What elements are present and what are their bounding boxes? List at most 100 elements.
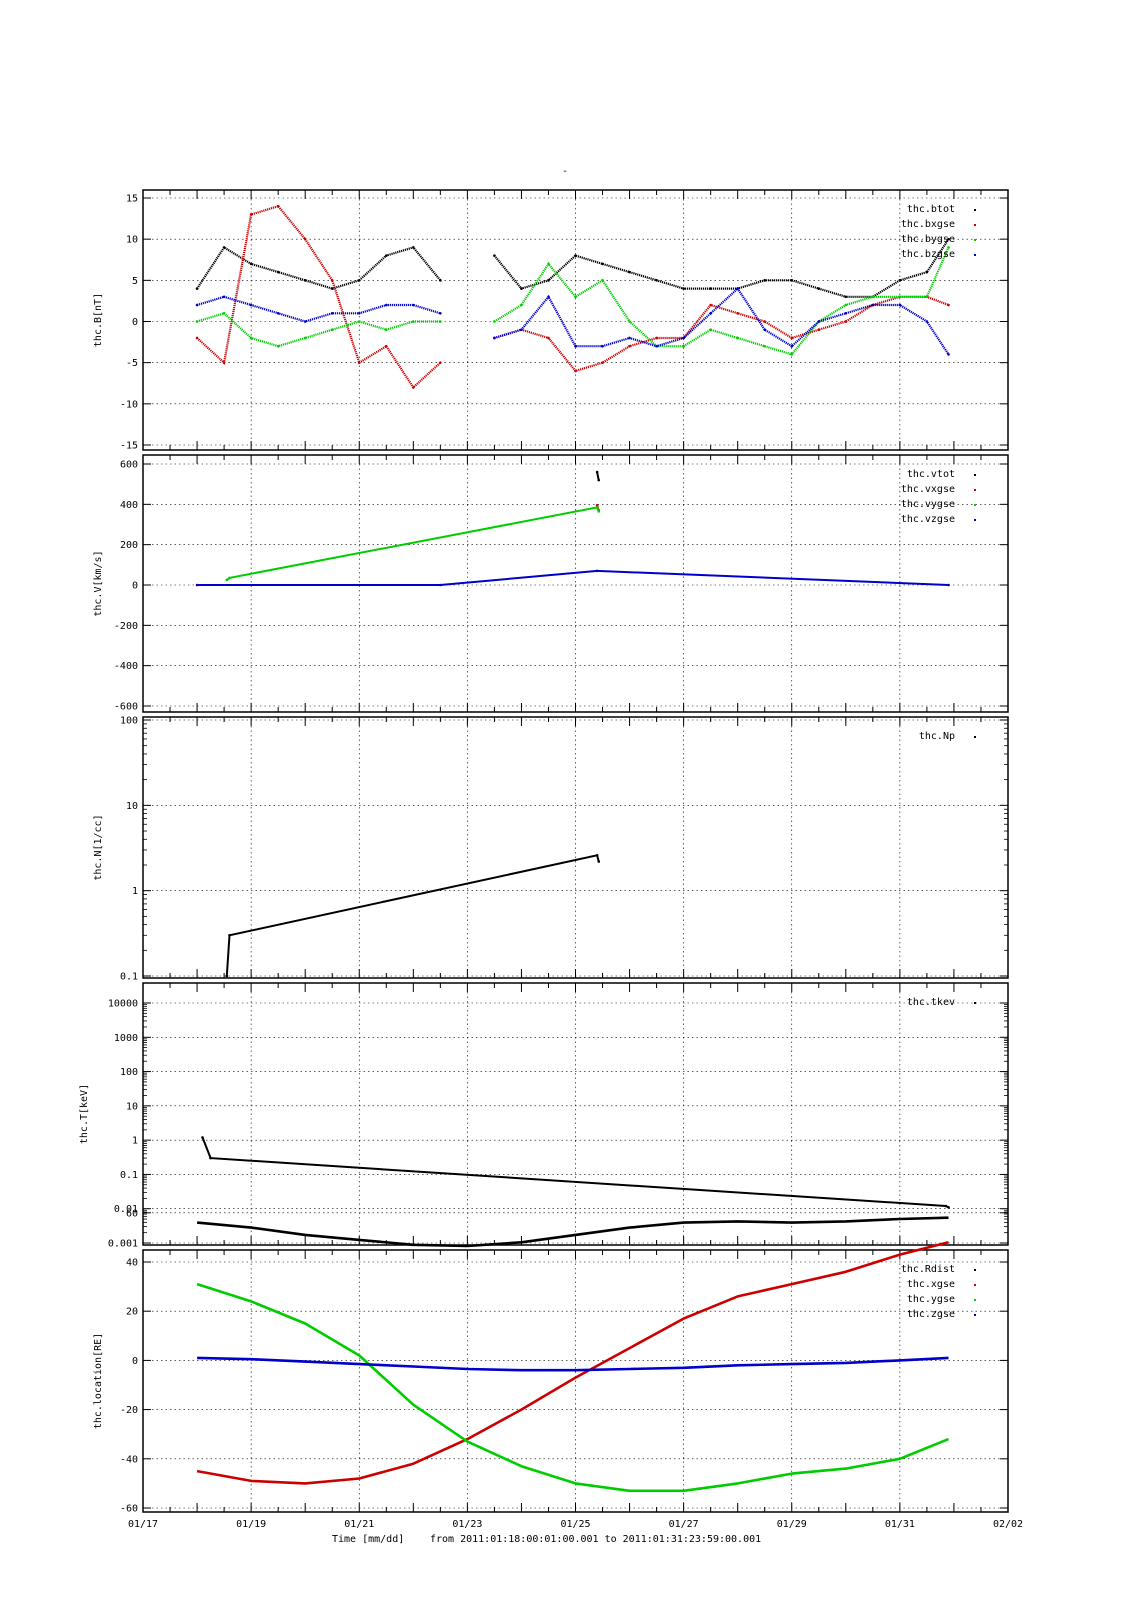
y-tick-label: 10000 [108, 999, 138, 1010]
series-thc.tkev [201, 1136, 950, 1209]
data-point [601, 262, 604, 266]
data-point [709, 303, 712, 307]
x-tick-label: 01/27 [669, 1519, 699, 1530]
y-tick-label: -40 [120, 1454, 138, 1465]
data-point [493, 254, 496, 257]
data-point [195, 320, 199, 323]
data-point [574, 344, 577, 348]
legend-entry: thc.bygse [901, 234, 955, 245]
data-point [520, 328, 523, 332]
data-point [682, 336, 685, 340]
x-tick-label: 01/17 [128, 1519, 158, 1530]
data-point [249, 262, 253, 266]
data-point [412, 320, 415, 323]
legend-swatch [974, 1299, 976, 1301]
data-point [330, 328, 334, 332]
y-tick-label: 0 [132, 317, 138, 328]
data-point [330, 279, 334, 282]
y-axis-label: thc.V[km/s] [93, 550, 104, 616]
y-tick-label: 1 [132, 886, 138, 897]
legend-swatch [974, 1284, 976, 1286]
data-point [357, 320, 361, 323]
data-point [844, 303, 848, 307]
legend-entry: thc.vzgse [901, 514, 955, 525]
series-thc.vtot [595, 470, 601, 482]
panel-0: 15 10 5 0 -5 -10 -15 thc.B[nT] thc.btot thc.bxgse… [93, 189, 1009, 452]
data-point [925, 295, 929, 299]
data-point [817, 320, 821, 323]
panel-2: 100 10 1 0.1 thc.N[1/cc] thc.Np [93, 716, 1009, 983]
legend-entry: thc.zgse [907, 1309, 955, 1320]
data-point [547, 336, 550, 340]
data-point [628, 320, 631, 323]
panel-4: 60 40 20 0 -20 -40 -60 thc.location[RE] thc.Rdis… [93, 1208, 1009, 1515]
x-axis-label: Time [mm/dd] [332, 1534, 404, 1545]
data-point [947, 246, 950, 249]
y-tick-label: -15 [120, 441, 138, 452]
data-point [763, 279, 767, 282]
data-point [228, 576, 231, 580]
y-tick-label: 10 [126, 801, 138, 812]
data-point [871, 303, 875, 307]
series-thc.ygse [196, 1282, 949, 1493]
y-tick-label: 0.001 [108, 1239, 138, 1250]
series-trace [196, 286, 950, 356]
y-tick-label: 1 [132, 1136, 138, 1147]
data-point [790, 353, 794, 356]
series-trace [225, 854, 600, 977]
data-point [412, 386, 415, 389]
data-point [597, 510, 601, 513]
data-point [493, 320, 496, 323]
series-thc.zgse [197, 1356, 949, 1372]
legend-swatch [974, 239, 976, 241]
data-point [595, 569, 599, 573]
y-tick-label: -600 [114, 702, 138, 713]
data-point [763, 328, 767, 332]
data-point [222, 311, 226, 315]
data-point [209, 1156, 212, 1160]
data-point [595, 506, 599, 509]
y-tick-label: 5 [132, 276, 138, 287]
data-point [844, 320, 848, 323]
y-tick-label: 60 [126, 1208, 138, 1219]
data-point [597, 478, 601, 482]
y-axis-label: thc.location[RE] [93, 1333, 104, 1429]
series-thc.bxgse [195, 204, 950, 390]
data-point [601, 279, 604, 282]
data-point [303, 320, 307, 323]
legend-entry: thc.btot [907, 204, 955, 215]
data-point [763, 344, 767, 348]
y-axis-label: thc.T[keV] [79, 1084, 90, 1144]
legend-swatch [974, 504, 976, 506]
legend-swatch [974, 224, 976, 226]
data-point [439, 311, 442, 315]
y-tick-label: -200 [114, 621, 138, 632]
panel-frame [142, 454, 1009, 713]
data-point [898, 279, 902, 282]
data-point [947, 583, 950, 587]
data-point [225, 578, 229, 582]
data-point [898, 303, 902, 307]
data-point [709, 328, 712, 332]
series-line [196, 1241, 949, 1485]
data-point [682, 287, 685, 290]
series-line [196, 1282, 949, 1493]
data-point [601, 344, 604, 348]
data-point [195, 336, 199, 340]
x-tick-label: 02/02 [993, 1519, 1023, 1530]
series-thc.vygse [225, 506, 601, 582]
panel-3: 10000 1000 100 10 1 0.1 0.01 0.001 thc.T[keV] thc… [79, 982, 1009, 1250]
y-tick-label: 40 [126, 1258, 138, 1269]
data-point [944, 1204, 948, 1208]
data-point [709, 311, 712, 315]
legend-swatch [974, 474, 976, 476]
y-tick-label: -400 [114, 661, 138, 672]
series-thc.bzgse [195, 286, 950, 356]
data-point [330, 287, 334, 290]
legend-entry: thc.vxgse [901, 484, 955, 495]
data-point [547, 262, 550, 266]
data-point [817, 287, 821, 290]
data-point [736, 311, 739, 315]
data-point [898, 295, 902, 299]
data-point [628, 336, 631, 340]
